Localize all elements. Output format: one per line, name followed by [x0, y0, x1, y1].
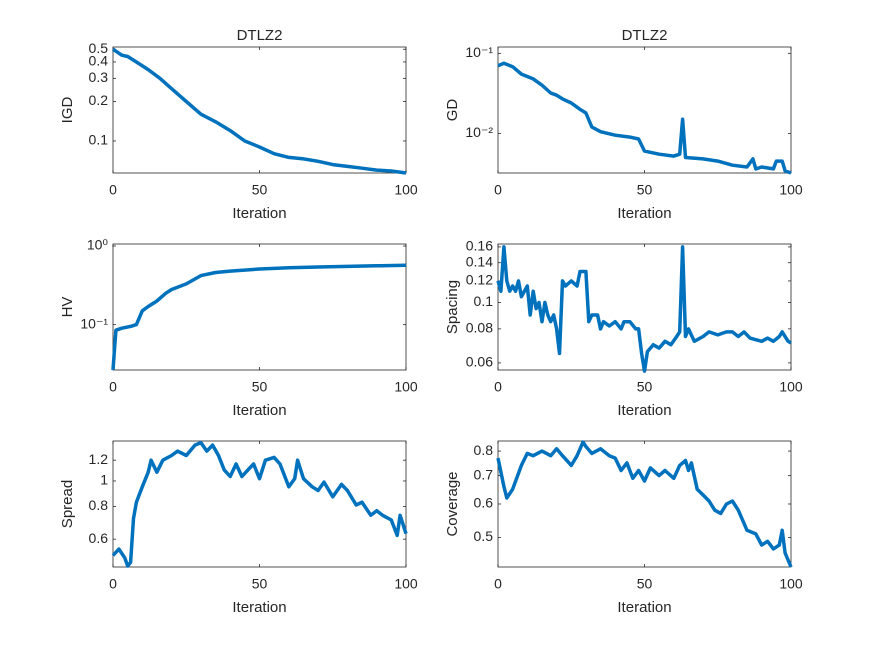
x-tick-label: 100 — [394, 576, 418, 592]
data-line — [111, 440, 408, 568]
y-axis-label: GD — [444, 99, 461, 122]
data-line — [112, 47, 407, 175]
y-tick-label: 0.6 — [89, 530, 109, 546]
axes-box — [112, 46, 407, 174]
y-tick-label: 0.12 — [466, 272, 493, 288]
x-tick-label: 0 — [494, 576, 502, 592]
x-tick-label: 100 — [779, 576, 803, 592]
x-tick-label: 50 — [252, 379, 268, 395]
x-tick-label: 0 — [494, 182, 502, 198]
y-tick-label: 0.3 — [89, 69, 109, 85]
y-axis-label: Spacing — [444, 280, 461, 334]
y-tick-label: 10⁻² — [465, 124, 493, 140]
x-axis-label: Iteration — [232, 599, 286, 616]
y-tick-label: 10⁻¹ — [465, 44, 493, 60]
y-tick-label: 0.8 — [474, 442, 494, 458]
y-tick-label: 0.5 — [474, 528, 494, 544]
axes-box — [112, 243, 407, 371]
x-tick-label: 100 — [394, 379, 418, 395]
y-tick-label: 1.2 — [89, 451, 109, 467]
y-axis-label: HV — [59, 297, 76, 318]
x-tick-label: 0 — [109, 576, 117, 592]
y-tick-label: 0.2 — [89, 92, 109, 108]
x-axis-label: Iteration — [232, 402, 286, 419]
y-tick-label: 0.1 — [89, 132, 109, 148]
x-axis-label: Iteration — [617, 402, 671, 419]
x-tick-label: 50 — [252, 576, 268, 592]
axes-box — [497, 243, 792, 371]
x-tick-label: 0 — [109, 379, 117, 395]
y-tick-label: 0.14 — [466, 253, 493, 269]
data-line — [497, 61, 792, 175]
x-tick-label: 100 — [779, 182, 803, 198]
y-tick-label: 0.06 — [466, 354, 493, 370]
data-line — [111, 263, 407, 371]
y-tick-label: 0.08 — [466, 320, 493, 336]
y-tick-label: 10⁰ — [87, 237, 109, 253]
y-tick-label: 0.5 — [89, 40, 109, 56]
x-tick-label: 0 — [494, 379, 502, 395]
y-tick-label: 0.4 — [89, 53, 109, 69]
x-tick-label: 50 — [252, 182, 268, 198]
y-tick-label: 0.16 — [466, 238, 493, 254]
y-axis-label: IGD — [59, 97, 76, 124]
x-tick-label: 50 — [637, 182, 653, 198]
x-axis-label: Iteration — [617, 599, 671, 616]
axes-box — [497, 46, 792, 174]
chart-title: DTLZ2 — [622, 27, 668, 44]
y-axis-label: Coverage — [444, 471, 461, 536]
x-tick-label: 50 — [637, 379, 653, 395]
x-axis-label: Iteration — [232, 205, 286, 222]
x-tick-label: 50 — [637, 576, 653, 592]
chart-title: DTLZ2 — [237, 27, 283, 44]
y-tick-label: 0.7 — [474, 466, 494, 482]
y-axis-label: Spread — [59, 480, 76, 528]
data-line — [496, 440, 793, 568]
y-tick-label: 0.6 — [474, 495, 494, 511]
y-tick-label: 10⁻¹ — [80, 315, 108, 331]
data-line — [496, 245, 792, 373]
x-axis-label: Iteration — [617, 205, 671, 222]
y-tick-label: 0.8 — [89, 497, 109, 513]
y-tick-label: 0.1 — [474, 293, 494, 309]
y-tick-label: 1 — [100, 472, 108, 488]
x-tick-label: 100 — [779, 379, 803, 395]
axes-box — [497, 440, 792, 568]
x-tick-label: 0 — [109, 182, 117, 198]
x-tick-label: 100 — [394, 182, 418, 198]
